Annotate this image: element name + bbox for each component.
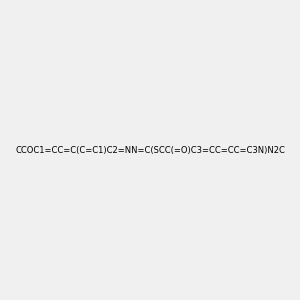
Text: CCOC1=CC=C(C=C1)C2=NN=C(SCC(=O)C3=CC=CC=C3N)N2C: CCOC1=CC=C(C=C1)C2=NN=C(SCC(=O)C3=CC=CC=…	[15, 146, 285, 154]
